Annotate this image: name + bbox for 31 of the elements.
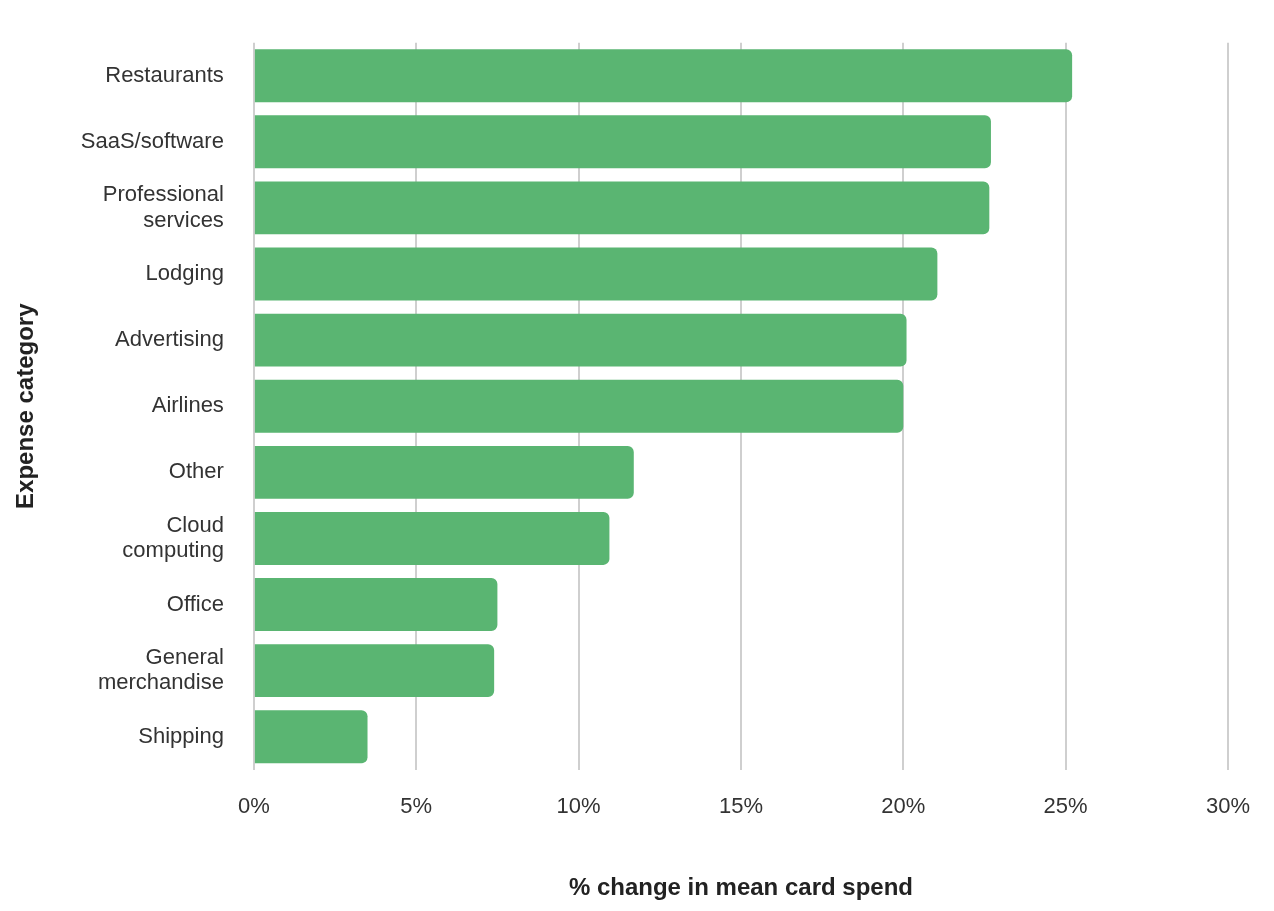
bar: [254, 710, 368, 764]
x-tick-label: 10%: [556, 793, 601, 819]
bar: [254, 115, 991, 169]
x-tick-label: 25%: [1043, 793, 1088, 819]
y-tick-label: Restaurants: [105, 61, 224, 87]
x-tick-label: 5%: [400, 793, 433, 819]
bar: [254, 445, 634, 499]
y-tick-label: General merchandise: [97, 644, 224, 695]
bar: [254, 578, 498, 631]
bar: [254, 181, 990, 235]
y-tick-label: Cloud computing: [122, 511, 224, 563]
y-tick-label: Office: [166, 590, 224, 616]
y-tick-label: SaaS/software: [80, 127, 224, 153]
x-tick-label: 0%: [237, 793, 270, 819]
bar: [254, 511, 610, 565]
bar: [254, 644, 495, 698]
bar: [254, 247, 938, 301]
x-tick-label: 30%: [1205, 793, 1251, 819]
x-tick-label: 15%: [718, 793, 763, 819]
bar: [254, 379, 904, 433]
y-tick-label: Advertising: [115, 326, 224, 352]
y-tick-label: Other: [168, 458, 224, 484]
y-axis-title: Expense category: [11, 302, 39, 509]
y-tick-label: Shipping: [138, 722, 224, 748]
y-tick-label: Lodging: [145, 260, 224, 286]
bar: [254, 313, 907, 367]
y-tick-label: Professional services: [102, 181, 224, 232]
x-axis-title: % change in mean card spend: [568, 873, 913, 901]
bar: [254, 49, 1073, 103]
x-tick-label: 20%: [881, 793, 926, 819]
y-tick-label: Airlines: [151, 392, 224, 418]
